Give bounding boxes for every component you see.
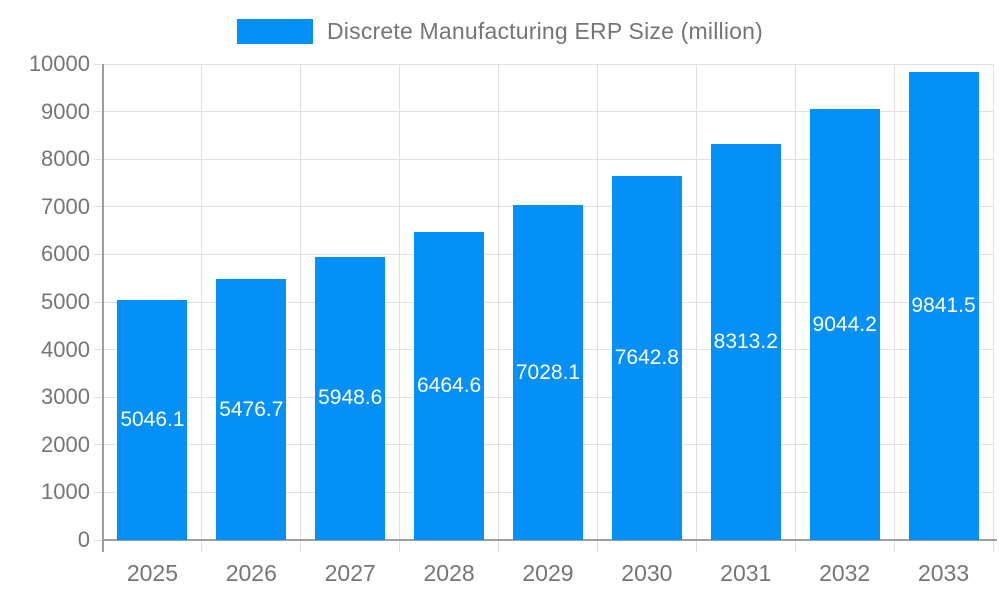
gridline-horizontal — [103, 111, 993, 113]
y-axis-tick-label: 0 — [77, 527, 90, 552]
y-axis-tick — [94, 539, 103, 541]
bar-2028[interactable] — [414, 232, 485, 540]
legend[interactable]: Discrete Manufacturing ERP Size (million… — [0, 18, 1000, 45]
y-axis-tick — [94, 349, 103, 351]
gridline-vertical — [201, 64, 203, 540]
x-axis-tick — [498, 540, 500, 552]
bar-value-label: 7642.8 — [614, 346, 679, 370]
x-axis-tick — [992, 540, 994, 552]
y-axis-line — [102, 64, 104, 552]
bar-value-label: 5476.7 — [219, 397, 284, 421]
x-axis-category-label: 2030 — [621, 560, 673, 586]
bar-2032[interactable] — [809, 109, 880, 540]
y-axis-tick — [94, 396, 103, 398]
bar-value-label: 6464.6 — [416, 374, 482, 398]
y-axis-tick — [94, 253, 103, 255]
bar-2027[interactable] — [315, 256, 386, 540]
bar-2031[interactable] — [710, 144, 781, 540]
y-axis-tick — [94, 444, 103, 446]
bar-value-label: 9841.5 — [911, 293, 976, 317]
x-axis-category-label: 2027 — [324, 560, 376, 586]
x-axis-tick — [596, 540, 598, 552]
y-axis-tick-label: 3000 — [41, 384, 90, 410]
x-axis-tick — [893, 540, 895, 552]
x-axis-tick — [695, 540, 697, 552]
y-axis-tick-label: 6000 — [41, 241, 90, 267]
x-axis-category-label: 2029 — [522, 560, 574, 586]
bar-2030[interactable] — [611, 176, 682, 540]
y-axis-tick-label: 1000 — [41, 479, 90, 505]
gridline-vertical — [300, 64, 302, 540]
bar-2029[interactable] — [513, 205, 583, 540]
x-axis-category-label: 2032 — [819, 560, 871, 586]
gridline-vertical — [695, 64, 697, 540]
bar-2026[interactable] — [216, 279, 287, 540]
bar-value-label: 8313.2 — [713, 330, 778, 354]
gridline-vertical — [399, 64, 401, 540]
y-axis-tick-label: 10000 — [28, 51, 90, 76]
bar-value-label: 7028.1 — [515, 360, 581, 384]
gridline-vertical — [893, 64, 895, 540]
y-axis-tick-label: 9000 — [41, 98, 90, 124]
x-axis-category-label: 2025 — [126, 560, 179, 586]
y-axis-tick — [94, 111, 103, 113]
gridline-vertical — [498, 64, 500, 540]
x-axis-category-label: 2026 — [225, 560, 277, 586]
x-axis-tick — [201, 540, 203, 552]
bar-value-label: 5046.1 — [120, 407, 185, 431]
y-axis-tick-label: 5000 — [41, 289, 90, 314]
gridline-vertical — [992, 64, 994, 540]
bar-value-label: 5948.6 — [318, 386, 383, 410]
y-axis-tick-label: 8000 — [41, 146, 90, 172]
y-axis-tick — [94, 301, 103, 303]
x-axis-tick — [794, 540, 796, 552]
x-axis-category-label: 2028 — [423, 560, 475, 586]
legend-swatch[interactable] — [237, 19, 313, 44]
y-axis-tick-label: 2000 — [41, 431, 90, 457]
x-axis-category-label: 2031 — [720, 560, 772, 586]
y-axis-tick — [94, 491, 103, 493]
bar-2033[interactable] — [908, 71, 979, 540]
bar-2025[interactable] — [117, 299, 188, 540]
y-axis-tick — [94, 158, 103, 160]
y-axis-tick — [94, 63, 103, 65]
legend-label: Discrete Manufacturing ERP Size (million… — [327, 18, 763, 44]
x-axis-line — [103, 539, 997, 541]
y-axis-tick-label: 7000 — [41, 193, 90, 219]
y-axis-tick — [94, 206, 103, 208]
gridline-vertical — [794, 64, 796, 540]
x-axis-tick — [399, 540, 401, 552]
bar-value-label: 9044.2 — [812, 312, 877, 336]
y-axis-tick-label: 4000 — [41, 336, 90, 362]
gridline-horizontal — [103, 158, 993, 160]
gridline-horizontal — [103, 63, 993, 65]
x-axis-tick — [300, 540, 302, 552]
gridline-vertical — [596, 64, 598, 540]
x-axis-category-label: 2033 — [917, 560, 970, 586]
